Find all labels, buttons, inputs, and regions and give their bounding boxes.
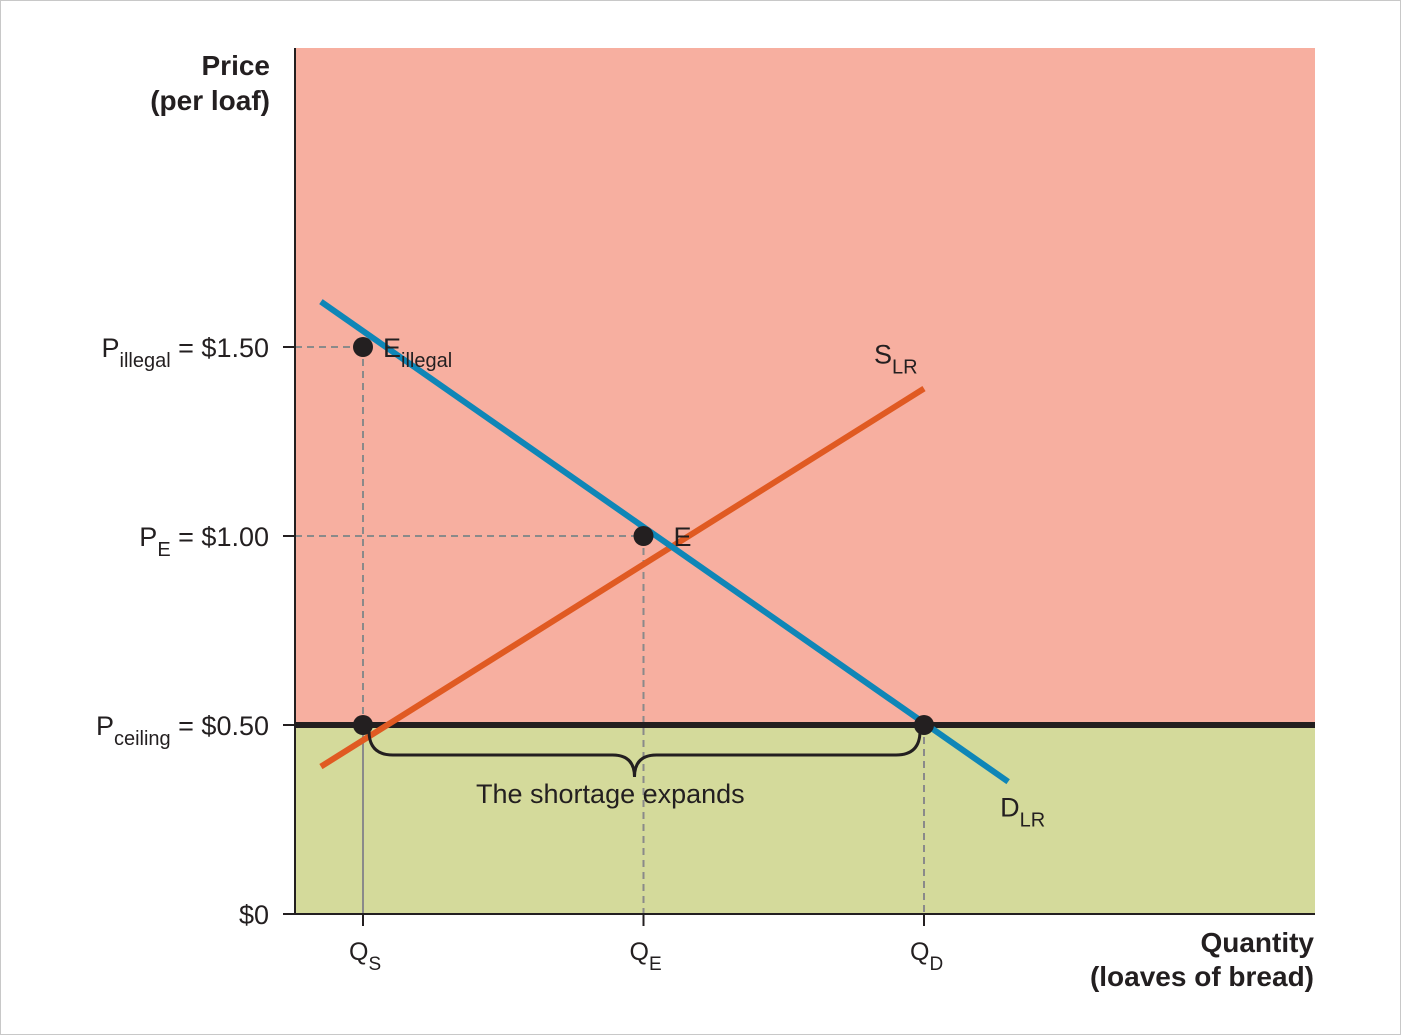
y-tick-label-1-main: P — [139, 522, 157, 552]
supply-curve-label-main: S — [874, 340, 892, 370]
y-tick-label-0-rest: = $1.50 — [171, 333, 269, 363]
y-tick-label-2-sub: ceiling — [114, 728, 171, 750]
y-tick-label-0: Pillegal = $1.50 — [101, 333, 269, 372]
supply-curve-label-sub: LR — [892, 357, 918, 379]
point-label-Eillegal-sub: illegal — [401, 350, 452, 372]
x-tick-label-0-main: Q — [349, 938, 368, 966]
point-E — [633, 526, 654, 546]
y-axis-title-line-1: Price — [202, 50, 271, 81]
point-label-E-main: E — [674, 522, 692, 552]
x-axis-title-line-1: Quantity — [1200, 927, 1314, 958]
x-tick-label-2-sub: D — [929, 954, 943, 975]
x-tick-label-1-sub: E — [649, 954, 662, 975]
point-label-Eillegal: Eillegal — [383, 333, 452, 372]
demand-curve-label-sub: LR — [1020, 810, 1046, 832]
y-tick-label-2: Pceiling = $0.50 — [96, 711, 269, 750]
y-tick-label-2-main: P — [96, 711, 114, 741]
y-tick-label-2-rest: = $0.50 — [171, 711, 269, 741]
y-tick-label-0-sub: illegal — [120, 350, 171, 372]
y-tick-label-1-rest: = $1.00 — [171, 522, 269, 552]
x-tick-label-1: QE — [630, 938, 662, 975]
y-tick-label-1: PE = $1.00 — [139, 522, 269, 561]
point-ceiling-demand — [914, 715, 934, 735]
y-tick-label-1-sub: E — [157, 539, 170, 561]
demand-curve-label: DLR — [1000, 793, 1045, 832]
point-Eillegal — [353, 337, 373, 357]
supply-curve-label: SLR — [874, 340, 918, 379]
curve-SLR — [319, 386, 926, 770]
x-tick-label-0-sub: S — [368, 954, 381, 975]
point-label-E: E — [674, 522, 692, 552]
shortage-brace — [367, 730, 922, 778]
point-label-Eillegal-main: E — [383, 333, 401, 363]
x-axis-title-line-2: (loaves of bread) — [1090, 961, 1314, 992]
x-tick-label-2-main: Q — [910, 938, 929, 966]
below-ceiling-region — [295, 725, 1315, 914]
above-ceiling-region — [295, 48, 1315, 725]
y-tick-label-3-main: $0 — [239, 900, 269, 930]
y-tick-label-0-main: P — [101, 333, 119, 363]
point-ceiling-supply — [353, 715, 373, 735]
x-tick-label-1-main: Q — [630, 938, 649, 966]
y-axis-title-line-2: (per loaf) — [150, 85, 270, 116]
y-tick-label-3: $0 — [239, 900, 269, 930]
curve-DLR — [319, 299, 1010, 785]
x-tick-label-2: QD — [910, 938, 943, 975]
shortage-annotation: The shortage expands — [476, 779, 745, 809]
x-tick-label-0: QS — [349, 938, 381, 975]
demand-curve-label-main: D — [1000, 793, 1020, 823]
